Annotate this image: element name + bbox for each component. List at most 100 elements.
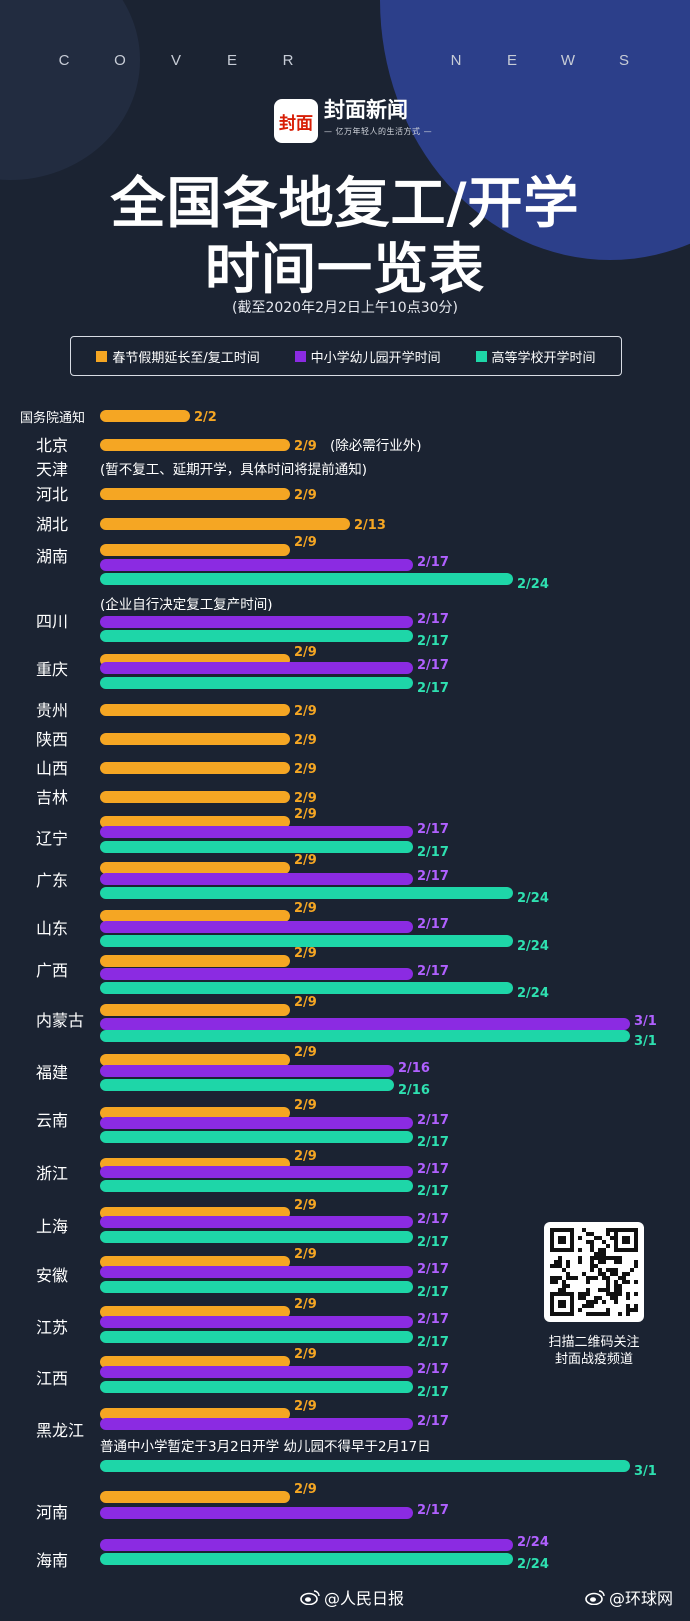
qr-module xyxy=(626,1280,630,1284)
label-work: 2/9 xyxy=(294,1482,317,1497)
bar-college xyxy=(100,1331,413,1343)
label-school: 3/1 xyxy=(634,1014,657,1029)
qr-module xyxy=(618,1256,622,1260)
label-school: 2/17 xyxy=(417,1312,449,1327)
qr-module xyxy=(590,1276,594,1280)
bar-work xyxy=(100,544,290,556)
cover-letter: C xyxy=(58,52,72,69)
qr-module xyxy=(610,1296,614,1300)
bar-college xyxy=(100,630,413,642)
label-college: 2/24 xyxy=(517,986,549,1001)
cover-letter: N xyxy=(450,52,464,69)
cover-letter: V xyxy=(170,52,183,69)
region-label: 贵州 xyxy=(36,701,68,720)
qr-module xyxy=(602,1260,606,1264)
qr-module xyxy=(582,1296,586,1300)
qr-module xyxy=(582,1292,586,1296)
qr-module xyxy=(578,1236,582,1240)
qr-module xyxy=(614,1300,618,1304)
bar-college xyxy=(100,1180,413,1192)
qr-module xyxy=(578,1292,582,1296)
region-label: 北京 xyxy=(36,436,68,455)
label-college: 2/17 xyxy=(417,845,449,860)
qr-module xyxy=(586,1292,590,1296)
qr-module xyxy=(594,1252,598,1256)
bar-work xyxy=(100,439,290,451)
weibo-icon xyxy=(300,1590,320,1605)
qr-module xyxy=(590,1268,594,1272)
title-line-2: 时间一览表 xyxy=(204,237,485,301)
qr-module xyxy=(626,1296,630,1300)
qr-module xyxy=(554,1280,558,1284)
label-college: 2/24 xyxy=(517,891,549,906)
label-college: 2/17 xyxy=(417,1235,449,1250)
qr-caption-line-1: 扫描二维码关注 xyxy=(548,1335,640,1350)
subtitle: (截至2020年2月2日上午10点30分) xyxy=(232,300,458,316)
bar-work xyxy=(100,1107,290,1119)
qr-module xyxy=(578,1248,582,1252)
qr-module xyxy=(606,1276,610,1280)
qr-module xyxy=(594,1300,598,1304)
qr-module xyxy=(606,1284,610,1288)
label-work: 2/9 xyxy=(294,1098,317,1113)
label-college: 2/17 xyxy=(417,634,449,649)
region-label: 天津 xyxy=(36,460,68,479)
qr-module xyxy=(554,1264,558,1268)
qr-module xyxy=(558,1260,562,1264)
qr-code[interactable] xyxy=(544,1222,644,1322)
qr-module xyxy=(614,1284,618,1288)
bar-school xyxy=(100,1316,413,1328)
bar-school xyxy=(100,1418,413,1430)
bar-work xyxy=(100,518,350,530)
qr-module xyxy=(594,1296,598,1300)
label-work: 2/9 xyxy=(294,995,317,1010)
qr-module xyxy=(582,1228,586,1232)
region-label: 江苏 xyxy=(36,1318,68,1337)
qr-module xyxy=(602,1248,606,1252)
region-label: 福建 xyxy=(36,1063,68,1082)
qr-module xyxy=(554,1260,558,1264)
bar-work xyxy=(100,1004,290,1016)
watermark-huanqiu: @环球网 xyxy=(585,1585,673,1609)
qr-module xyxy=(606,1280,610,1284)
bar-school xyxy=(100,1166,413,1178)
page-title: 全国各地复工/开学 时间一览表 xyxy=(0,170,690,302)
region-label: 海南 xyxy=(36,1551,68,1570)
qr-module xyxy=(614,1268,618,1272)
qr-module xyxy=(590,1240,594,1244)
bar-school xyxy=(100,1065,394,1077)
qr-module xyxy=(558,1236,566,1244)
watermark-renmin: @人民日报 xyxy=(300,1585,404,1609)
region-label: 重庆 xyxy=(36,660,68,679)
qr-module xyxy=(558,1300,566,1308)
qr-module xyxy=(614,1260,618,1264)
qr-module xyxy=(550,1280,554,1284)
qr-module xyxy=(618,1260,622,1264)
label-work: 2/9 xyxy=(294,1247,317,1262)
cover-letter: E xyxy=(226,52,239,69)
bar-college xyxy=(100,573,513,585)
bar-school xyxy=(100,1539,513,1551)
bar-work xyxy=(100,1306,290,1318)
bar-work xyxy=(100,733,290,745)
qr-module xyxy=(582,1272,586,1276)
qr-module xyxy=(614,1256,618,1260)
legend-label-work: 春节假期延长至/复工时间 xyxy=(112,350,260,366)
qr-module xyxy=(614,1292,618,1296)
label-college: 2/17 xyxy=(417,1385,449,1400)
legend-item-work: 春节假期延长至/复工时间 xyxy=(96,347,260,366)
qr-module xyxy=(610,1228,614,1232)
label-college: 2/16 xyxy=(398,1083,430,1098)
label-college: 2/17 xyxy=(417,1285,449,1300)
label-college: 2/24 xyxy=(517,577,549,592)
qr-module xyxy=(634,1308,638,1312)
region-label: 云南 xyxy=(36,1111,68,1130)
label-school: 2/17 xyxy=(417,612,449,627)
label-work: 2/9 xyxy=(294,946,317,961)
qr-module xyxy=(630,1308,634,1312)
qr-module xyxy=(566,1276,570,1280)
label-work: 2/9 xyxy=(294,807,317,822)
region-label: 湖北 xyxy=(36,515,68,534)
qr-module xyxy=(554,1276,558,1280)
qr-module xyxy=(586,1288,590,1292)
